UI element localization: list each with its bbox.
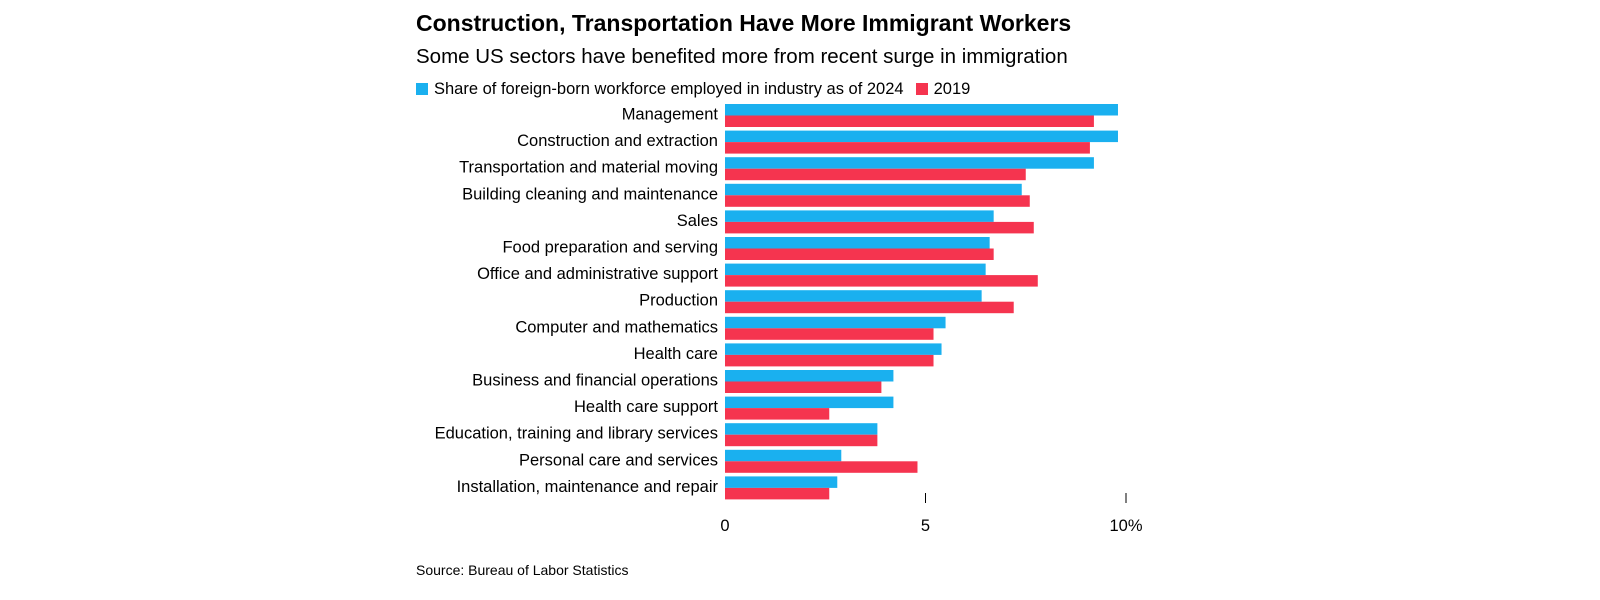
bar-2024 (725, 237, 990, 249)
chart-subtitle: Some US sectors have benefited more from… (416, 45, 1068, 68)
bar-2019 (725, 487, 830, 500)
x-tick-label: 0 (720, 517, 729, 535)
legend-item-2019: 2019 (915, 79, 971, 99)
source-note: Source: Bureau of Labor Statistics (416, 562, 629, 578)
bar-2019 (725, 301, 1014, 314)
bar-2019 (725, 275, 1038, 287)
bar-2024 (725, 476, 838, 488)
category-label: Health care (634, 345, 718, 363)
category-label: Computer and mathematics (515, 318, 718, 336)
category-label: Personal care and services (519, 451, 718, 469)
category-label: Installation, maintenance and repair (457, 478, 719, 496)
legend-label-2019: 2019 (933, 79, 971, 98)
category-label: Sales (677, 212, 718, 230)
bar-2019 (725, 195, 1030, 207)
bar-2024 (725, 183, 1022, 196)
bar-2024 (725, 423, 878, 435)
category-label: Building cleaning and maintenance (462, 185, 718, 203)
x-tick-label: 5 (921, 517, 930, 535)
bar-2024 (725, 104, 1118, 116)
category-label: Education, training and library services (435, 425, 718, 443)
legend-swatch-2024 (416, 83, 428, 95)
bar-2024 (725, 449, 842, 462)
category-label: Health care support (574, 398, 718, 416)
bar-2024 (725, 343, 942, 355)
bar-2024 (725, 290, 982, 302)
category-label: Business and financial operations (472, 372, 718, 390)
bar-2024 (725, 130, 1118, 143)
bar-2019 (725, 221, 1034, 234)
legend-label-2024: Share of foreign-born workforce employed… (434, 79, 904, 98)
category-label: Construction and extraction (517, 132, 718, 150)
bar-2019 (725, 328, 934, 340)
x-tick-label: 10% (1109, 517, 1142, 535)
bar-2024 (725, 210, 994, 222)
bar-2019 (725, 115, 1094, 127)
bar-2024 (725, 396, 894, 409)
bar-chart: Management Construction and extraction Tra… (435, 104, 1143, 535)
bar-2024 (725, 263, 986, 276)
bar-2019 (725, 381, 882, 393)
bar-2019 (725, 408, 830, 420)
bar-2019 (725, 248, 994, 260)
legend-item-2024: Share of foreign-born workforce employed… (416, 80, 904, 99)
category-label: Office and administrative support (477, 265, 718, 283)
bar-2024 (725, 316, 946, 329)
bar-2019 (725, 168, 1026, 181)
bar-2024 (725, 370, 894, 382)
bar-2024 (725, 157, 1094, 169)
category-label: Food preparation and serving (502, 239, 718, 257)
category-label: Transportation and material moving (459, 159, 718, 177)
chart-title: Construction, Transportation Have More I… (416, 10, 1072, 36)
bar-2019 (725, 354, 934, 367)
bar-2019 (725, 461, 918, 473)
bar-2019 (725, 434, 878, 447)
legend: Share of foreign-born workforce employed… (416, 78, 982, 100)
bar-2019 (725, 142, 1090, 154)
legend-swatch-2019 (915, 83, 928, 95)
category-label: Production (639, 292, 718, 310)
category-label: Management (622, 106, 719, 124)
